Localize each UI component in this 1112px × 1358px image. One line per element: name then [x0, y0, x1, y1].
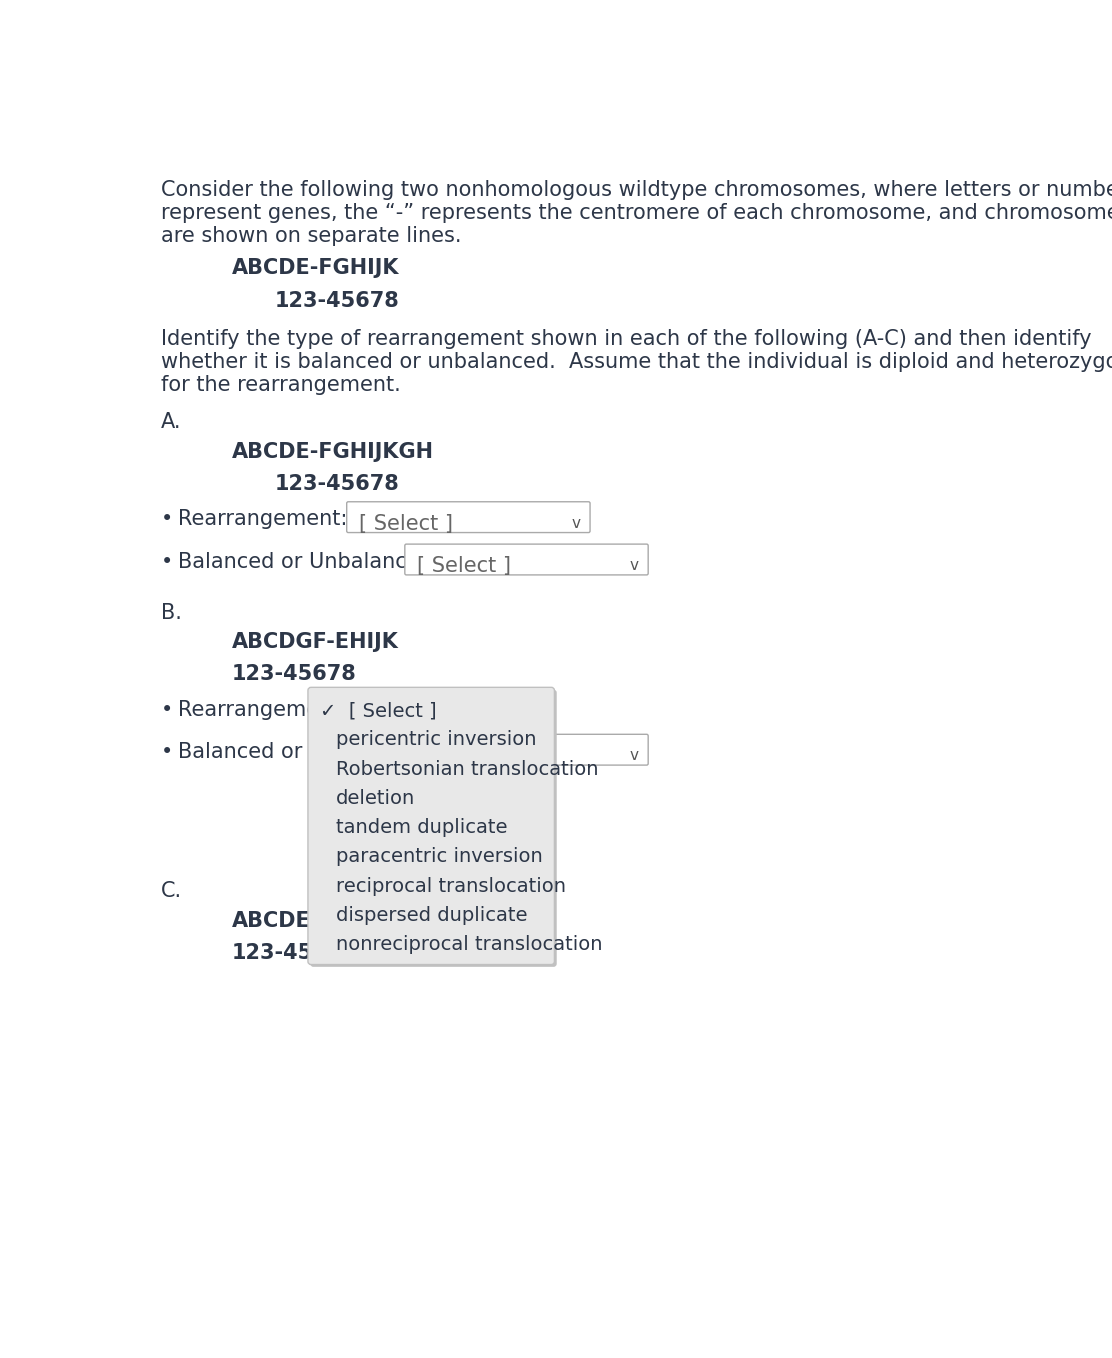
Text: ABCDE: ABCDE: [232, 911, 310, 930]
Text: Balanced or Un: Balanced or Un: [178, 741, 337, 762]
Text: ABCDE-FGHIJK: ABCDE-FGHIJK: [232, 258, 399, 278]
Text: ABCDE-FGHIJKGH: ABCDE-FGHIJKGH: [232, 441, 434, 462]
Text: •: •: [161, 741, 173, 762]
Text: tandem duplicate: tandem duplicate: [336, 819, 507, 838]
Text: for the rearrangement.: for the rearrangement.: [161, 375, 400, 395]
Text: paracentric inversion: paracentric inversion: [336, 847, 543, 866]
Text: [ Select ]: [ Select ]: [417, 557, 512, 576]
Text: v: v: [629, 558, 638, 573]
Text: v: v: [572, 516, 580, 531]
Text: C.: C.: [161, 881, 182, 902]
Text: B.: B.: [161, 603, 181, 622]
FancyBboxPatch shape: [405, 735, 648, 765]
Text: A.: A.: [161, 413, 181, 432]
Text: [ Select ]: [ Select ]: [359, 515, 453, 534]
Text: •: •: [161, 699, 173, 720]
Text: reciprocal translocation: reciprocal translocation: [336, 877, 566, 896]
Text: whether it is balanced or unbalanced.  Assume that the individual is diploid and: whether it is balanced or unbalanced. As…: [161, 352, 1112, 372]
Text: 123-45: 123-45: [232, 942, 314, 963]
Text: Consider the following two nonhomologous wildtype chromosomes, where letters or : Consider the following two nonhomologous…: [161, 179, 1112, 200]
Text: Rearrangement: Rearrangement: [178, 699, 340, 720]
Text: Rearrangement:: Rearrangement:: [178, 509, 347, 530]
Text: represent genes, the “-” represents the centromere of each chromosome, and chrom: represent genes, the “-” represents the …: [161, 202, 1112, 223]
Text: deletion: deletion: [336, 789, 415, 808]
Text: Robertsonian translocation: Robertsonian translocation: [336, 759, 598, 778]
FancyBboxPatch shape: [308, 687, 555, 964]
Text: pericentric inversion: pericentric inversion: [336, 731, 536, 750]
Text: ✓  [ Select ]: ✓ [ Select ]: [320, 701, 437, 720]
Text: Balanced or Unbalanced:: Balanced or Unbalanced:: [178, 551, 439, 572]
Text: are shown on separate lines.: are shown on separate lines.: [161, 225, 461, 246]
Text: Identify the type of rearrangement shown in each of the following (A-C) and then: Identify the type of rearrangement shown…: [161, 329, 1091, 349]
Text: v: v: [629, 748, 638, 763]
Text: dispersed duplicate: dispersed duplicate: [336, 906, 527, 925]
Text: ABCDGF-EHIJK: ABCDGF-EHIJK: [232, 631, 399, 652]
FancyBboxPatch shape: [310, 690, 557, 967]
Text: nonreciprocal translocation: nonreciprocal translocation: [336, 936, 603, 955]
FancyBboxPatch shape: [405, 545, 648, 574]
Text: 123-45678: 123-45678: [275, 474, 399, 494]
Text: 123-45678: 123-45678: [232, 664, 357, 684]
Text: •: •: [161, 551, 173, 572]
Text: 123-45678: 123-45678: [275, 291, 399, 311]
FancyBboxPatch shape: [347, 501, 590, 532]
Text: •: •: [161, 509, 173, 530]
